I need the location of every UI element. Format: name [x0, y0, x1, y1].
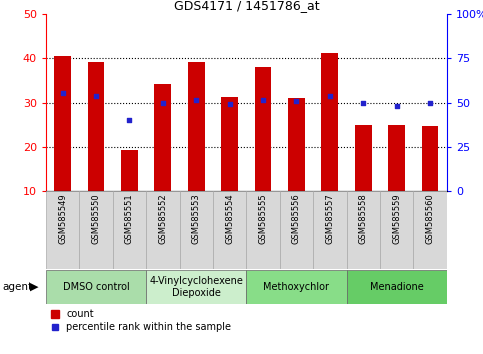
Text: GSM585555: GSM585555	[258, 194, 268, 244]
Text: GSM585560: GSM585560	[426, 194, 435, 244]
Text: GSM585549: GSM585549	[58, 194, 67, 244]
Text: GSM585559: GSM585559	[392, 194, 401, 244]
Bar	[246, 270, 347, 304]
Bar	[46, 270, 146, 304]
Bar	[46, 191, 79, 269]
Text: Menadione: Menadione	[370, 282, 424, 292]
Text: agent: agent	[2, 282, 32, 292]
Bar	[422, 126, 439, 191]
Text: GSM585558: GSM585558	[359, 194, 368, 244]
Point	[359, 100, 367, 105]
Text: GSM585557: GSM585557	[326, 194, 334, 244]
Text: DMSO control: DMSO control	[63, 282, 129, 292]
Bar	[87, 62, 104, 191]
Bar	[255, 67, 271, 191]
Text: GSM585554: GSM585554	[225, 194, 234, 244]
Bar	[347, 270, 447, 304]
Text: 4-Vinylcyclohexene
Diepoxide: 4-Vinylcyclohexene Diepoxide	[149, 276, 243, 298]
Text: GSM585556: GSM585556	[292, 194, 301, 244]
Point	[126, 118, 133, 123]
Text: GSM585552: GSM585552	[158, 194, 167, 244]
Bar	[288, 98, 305, 191]
Point	[293, 98, 300, 104]
Point	[192, 98, 200, 103]
Point	[159, 100, 167, 105]
Point	[326, 93, 334, 99]
Point	[393, 103, 400, 109]
Text: GSM585550: GSM585550	[91, 194, 100, 244]
Bar	[313, 191, 347, 269]
Text: GSM585553: GSM585553	[192, 194, 201, 244]
Bar	[146, 191, 180, 269]
Point	[426, 100, 434, 105]
Title: GDS4171 / 1451786_at: GDS4171 / 1451786_at	[173, 0, 319, 12]
Bar	[413, 191, 447, 269]
Text: GSM585551: GSM585551	[125, 194, 134, 244]
Bar	[380, 191, 413, 269]
Bar	[355, 125, 371, 191]
Point	[92, 93, 100, 99]
Bar	[121, 150, 138, 191]
Bar	[213, 191, 246, 269]
Text: Methoxychlor: Methoxychlor	[263, 282, 329, 292]
Bar	[155, 84, 171, 191]
Point	[59, 90, 67, 96]
Bar	[347, 191, 380, 269]
Bar	[79, 191, 113, 269]
Point	[226, 101, 233, 106]
Text: ▶: ▶	[30, 282, 39, 292]
Bar	[113, 191, 146, 269]
Bar	[180, 191, 213, 269]
Bar	[322, 53, 338, 191]
Bar	[280, 191, 313, 269]
Bar	[54, 56, 71, 191]
Bar	[388, 125, 405, 191]
Bar	[146, 270, 246, 304]
Bar	[188, 62, 205, 191]
Legend: count, percentile rank within the sample: count, percentile rank within the sample	[51, 309, 231, 332]
Bar	[246, 191, 280, 269]
Bar	[221, 97, 238, 191]
Point	[259, 98, 267, 103]
